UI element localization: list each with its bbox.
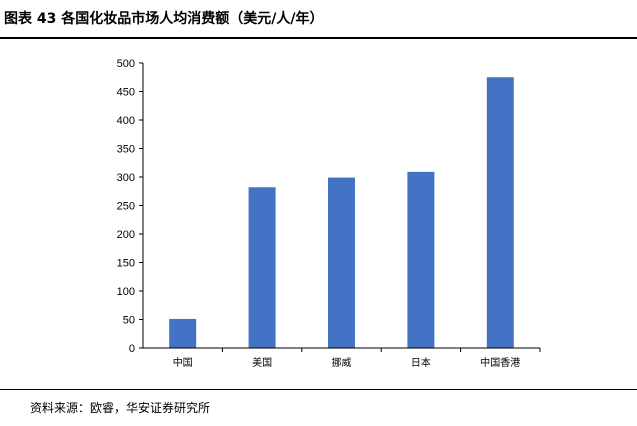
bar-4 [486, 77, 514, 348]
y-tick-label-450: 450 [117, 87, 135, 99]
y-tick-label-250: 250 [117, 201, 135, 213]
y-tick-label-300: 300 [117, 172, 135, 184]
y-tick-label-350: 350 [117, 144, 135, 156]
y-tick-label-100: 100 [117, 286, 135, 298]
bar-2 [328, 177, 355, 348]
title-rule [0, 37, 637, 39]
figure-title: 图表 43 各国化妆品市场人均消费额（美元/人/年） [4, 11, 324, 27]
x-category-label-1: 美国 [252, 356, 272, 369]
y-tick-label-400: 400 [117, 115, 135, 127]
source-rule [0, 389, 637, 390]
y-tick-label-500: 500 [117, 58, 135, 70]
bar-1 [248, 187, 276, 348]
x-category-label-4: 中国香港 [480, 356, 520, 369]
y-tick-label-0: 0 [129, 343, 135, 355]
x-category-label-0: 中国 [173, 356, 193, 369]
y-axis-ticks: 0 50 100 150 200 250 300 350 400 450 500 [117, 58, 143, 355]
x-category-label-2: 挪威 [332, 356, 352, 369]
bar-3 [407, 171, 435, 348]
y-tick-label-150: 150 [117, 258, 135, 270]
x-axis-labels: 中国 美国 挪威 日本 中国香港 [173, 348, 541, 369]
x-category-label-3: 日本 [411, 356, 431, 369]
bar-0 [169, 318, 197, 348]
y-tick-label-50: 50 [123, 315, 135, 327]
bars [169, 77, 514, 348]
source-note: 资料来源：欧睿，华安证券研究所 [30, 401, 211, 415]
y-tick-label-200: 200 [117, 229, 135, 241]
